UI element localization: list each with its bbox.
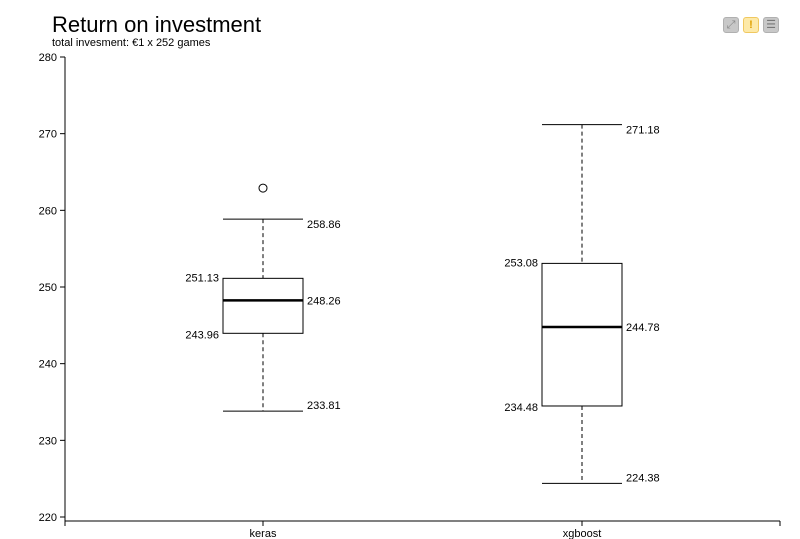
y-tick-label: 260 xyxy=(39,205,57,217)
y-tick-label: 220 xyxy=(39,512,57,524)
median-label: 248.26 xyxy=(307,295,341,307)
whisker-low-label: 233.81 xyxy=(307,400,341,412)
whisker-low-label: 224.38 xyxy=(626,472,660,484)
x-tick-label: keras xyxy=(250,528,277,539)
fullscreen-icon[interactable]: ⤢ xyxy=(723,17,739,33)
q3-label: 253.08 xyxy=(504,257,538,269)
box xyxy=(222,277,304,334)
warning-icon[interactable]: ! xyxy=(743,17,759,33)
menu-icon[interactable]: ☰ xyxy=(763,17,779,33)
y-tick-label: 250 xyxy=(39,282,57,294)
x-tick-label: xgboost xyxy=(563,528,602,539)
q1-label: 234.48 xyxy=(504,402,538,414)
q1-label: 243.96 xyxy=(185,329,219,341)
outlier-point xyxy=(258,183,268,193)
y-tick-label: 240 xyxy=(39,359,57,371)
whisker-high-label: 271.18 xyxy=(626,125,660,137)
y-tick-label: 280 xyxy=(39,52,57,64)
chart-subtitle: total invesment: €1 x 252 games xyxy=(52,37,211,49)
box xyxy=(541,262,623,407)
q3-label: 251.13 xyxy=(185,272,219,284)
median-label: 244.78 xyxy=(626,322,660,334)
chart-title: Return on investment xyxy=(52,12,262,37)
y-tick-label: 270 xyxy=(39,129,57,141)
whisker-high-label: 258.86 xyxy=(307,219,341,231)
y-tick-label: 230 xyxy=(39,435,57,447)
